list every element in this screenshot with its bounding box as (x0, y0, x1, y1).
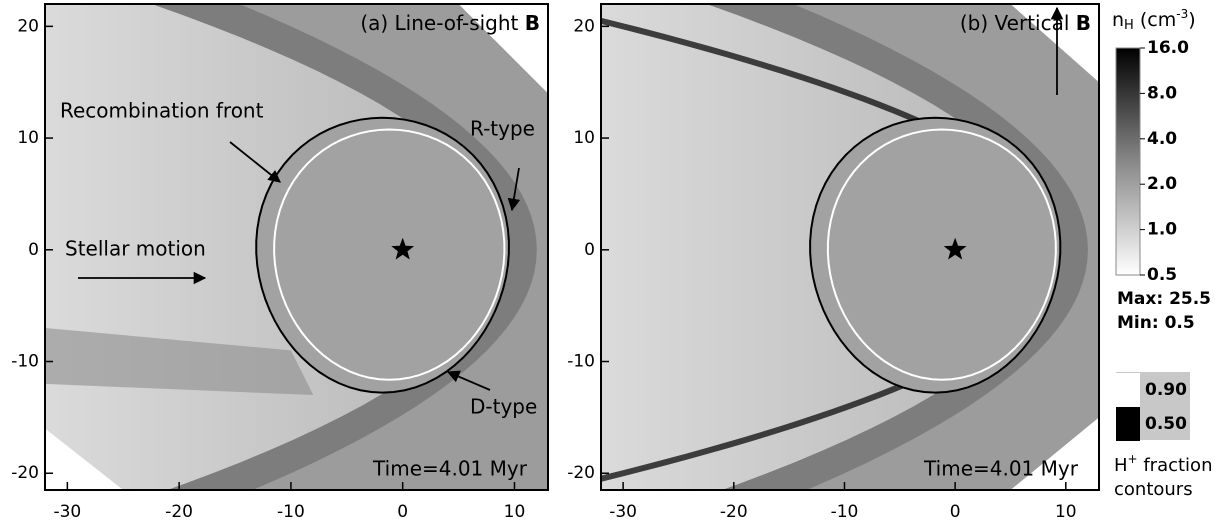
colorbar-max: Max: 25.5 (1117, 289, 1211, 309)
annotation-arrow (229, 141, 281, 183)
colorbar-title-part: ) (1188, 9, 1195, 31)
annotation: D-type (470, 395, 537, 419)
domain-edge (458, 4, 548, 94)
panel-title-text: (b) Vertical (960, 11, 1070, 35)
panel: -30 -20 -10 0 10 -20 -10 0 10 20 (b) Vertical B Tim… (567, 3, 1100, 522)
panel-title-bold: B (525, 11, 540, 35)
map-body (601, 4, 1099, 490)
colorbar (1115, 47, 1141, 276)
axes-frame (600, 3, 1100, 491)
x-tick-label: 0 (950, 502, 961, 522)
star (943, 237, 967, 260)
x-tick-label: -30 (609, 502, 637, 522)
ionized-region (810, 117, 1061, 393)
y-tick-label: 20 (17, 16, 39, 36)
y-tick-label: -20 (567, 463, 595, 483)
x-tick-label: -10 (277, 502, 305, 522)
contour-swatch (1116, 407, 1140, 441)
domain-edge (45, 428, 124, 490)
map-body (45, 4, 548, 490)
annotation: Recombination front (60, 99, 264, 123)
contour-legend-title: contours (1114, 479, 1193, 500)
colorbar-title-part: -3 (1176, 7, 1188, 21)
x-tick-label: 10 (504, 502, 526, 522)
y-tick-label: -10 (567, 352, 595, 372)
time-label: Time=4.01 Myr (372, 457, 528, 481)
y-tick-label: 10 (17, 128, 39, 148)
contour-0.5 (809, 116, 1062, 394)
panel: -30 -20 -10 0 10 -20 -10 0 10 20 (a) Line-of-sight… (11, 3, 549, 522)
colorbar-title-part: H (1124, 18, 1134, 33)
colorbar-tick-label: 1.0 (1147, 220, 1177, 240)
panel-title: (a) Line-of-sight B (360, 11, 540, 35)
annotation-arrow (507, 167, 521, 212)
x-tick-label: 10 (1055, 502, 1077, 522)
contour-0.9 (273, 128, 506, 381)
y-tick-label: -10 (11, 352, 39, 372)
contour-title-part: H (1114, 455, 1128, 476)
star (391, 237, 415, 260)
x-tick-label: 0 (397, 502, 408, 522)
colorbar-tick-label: 0.5 (1147, 265, 1177, 285)
colorbar-tick-label: 8.0 (1147, 83, 1177, 103)
colorbar-tick-label: 4.0 (1147, 129, 1177, 149)
ionized-region (256, 117, 509, 393)
annotation: Stellar motion (65, 237, 206, 261)
y-tick-label: 0 (28, 240, 39, 260)
contour-0.5 (255, 116, 510, 394)
contour-title-part: + (1128, 452, 1138, 466)
y-tick-label: 0 (584, 240, 595, 260)
contour-label: 0.90 (1145, 380, 1187, 400)
axes-frame (44, 3, 549, 491)
annotation-arrow (446, 370, 491, 391)
domain-edge (1010, 4, 1099, 83)
colorbar-tick-label: 16.0 (1147, 38, 1189, 58)
colorbar-title: nH (cm-3) (1112, 7, 1196, 33)
contour-0.9 (826, 128, 1057, 381)
y-tick-label: 20 (573, 16, 595, 36)
y-tick-label: 10 (573, 128, 595, 148)
colorbar-min: Min: 0.5 (1117, 313, 1195, 333)
panel-title-bold: B (1076, 11, 1091, 35)
panel-title-text: (a) Line-of-sight (360, 11, 518, 35)
x-tick-label: -20 (165, 502, 193, 522)
colorbar-title-part: (cm (1134, 9, 1176, 31)
x-tick-label: -10 (831, 502, 859, 522)
contour-title-part: fraction (1138, 455, 1213, 476)
contour-legend-title: H+ fraction (1114, 452, 1212, 477)
contour-label: 0.50 (1145, 414, 1187, 434)
colorbar-title-part: n (1112, 9, 1124, 31)
x-tick-label: -20 (720, 502, 748, 522)
colorbar-tick-label: 2.0 (1147, 174, 1177, 194)
domain-edge (1010, 417, 1099, 490)
annotation: R-type (470, 117, 535, 141)
panel-title: (b) Vertical B (960, 11, 1091, 35)
y-tick-label: -20 (11, 463, 39, 483)
wake-band (45, 328, 314, 396)
contour-swatch (1116, 373, 1140, 407)
x-tick-label: -30 (53, 502, 81, 522)
time-label: Time=4.01 Myr (923, 457, 1079, 481)
